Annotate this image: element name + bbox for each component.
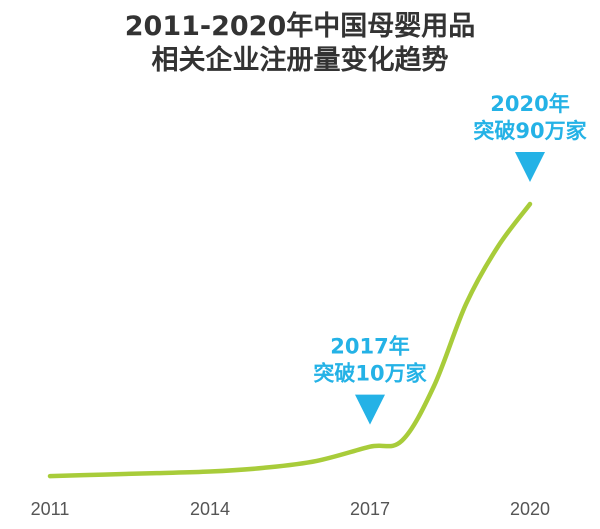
series-line-0 bbox=[47, 201, 533, 479]
annotation-label-1-line-0: 2020年 bbox=[490, 92, 569, 116]
x-tick-label-2020: 2020 bbox=[510, 499, 550, 519]
annotation-label-0-line-0: 2017年 bbox=[330, 335, 409, 359]
chart-title-line-1: 2011-2020年中国母婴用品 bbox=[124, 11, 476, 42]
chart-title-line-2: 相关企业注册量变化趋势 bbox=[151, 45, 449, 76]
annotation-marker-1 bbox=[515, 152, 545, 182]
chart-title: 2011-2020年中国母婴用品 相关企业注册量变化趋势 bbox=[0, 10, 600, 78]
x-axis-ticks: 2011 2014 2017 2020 bbox=[31, 499, 550, 519]
annotation-label-0-line-1: 突破10万家 bbox=[313, 362, 427, 386]
x-tick-label-2011: 2011 bbox=[31, 499, 70, 519]
annotation-marker-0 bbox=[355, 394, 385, 425]
x-tick-label-2014: 2014 bbox=[190, 499, 230, 519]
x-tick-label-2017: 2017 bbox=[350, 499, 390, 519]
series-layer bbox=[47, 201, 533, 479]
annotation-label-1-line-1: 突破90万家 bbox=[473, 119, 587, 143]
